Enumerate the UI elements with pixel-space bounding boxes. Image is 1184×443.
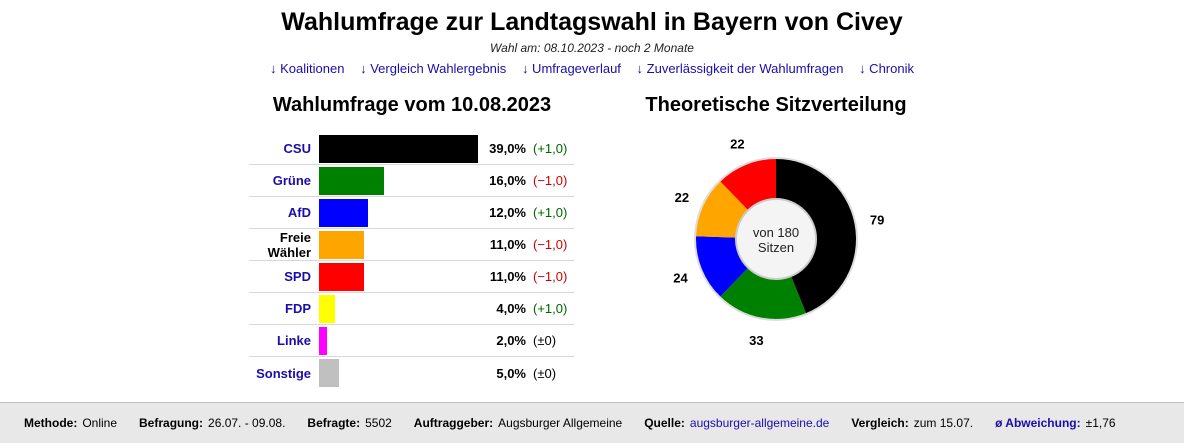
poll-bar [319, 263, 364, 291]
party-name[interactable]: Linke [277, 333, 311, 348]
befragung-value: 26.07. - 09.08. [208, 416, 286, 430]
poll-row-freie-waehler: Freie Wähler 11,0% (−1,0) [249, 229, 574, 261]
poll-row-linke: Linke 2,0% (±0) [249, 325, 574, 357]
befragte-label: Befragte: [307, 416, 361, 430]
footer-befragung: Befragung: 26.07. - 09.08. [139, 416, 285, 430]
poll-bar [319, 199, 368, 227]
poll-bar-chart: CSU 39,0% (+1,0) Grüne 16,0% (−1,0) AfD 12,0% (+… [249, 133, 574, 389]
party-name[interactable]: AfD [287, 205, 311, 220]
seat-slice-1 [720, 267, 806, 319]
quelle-label: Quelle: [644, 416, 685, 430]
poll-change: (+1,0) [533, 141, 568, 156]
poll-row-afd: AfD 12,0% (+1,0) [249, 197, 574, 229]
footer-befragte: Befragte: 5502 [307, 416, 391, 430]
methode-value: Online [82, 416, 118, 430]
poll-change: (±0) [533, 365, 557, 381]
poll-bar [319, 295, 336, 323]
befragte-value: 5502 [365, 416, 392, 430]
nav-link-chronik[interactable]: ↓ Chronik [859, 61, 914, 76]
donut-center-label-1: Sitzen [758, 240, 794, 255]
footer-abweichung: ø Abweichung: ±1,76 [995, 416, 1116, 430]
footer-auftraggeber: Auftraggeber: Augsburger Allgemeine [414, 416, 622, 430]
party-name: Freie Wähler [267, 229, 311, 260]
donut-center-label-0: von 180 [753, 225, 799, 240]
poll-value: 12,0% [489, 205, 526, 220]
party-name[interactable]: SPD [284, 269, 311, 284]
party-name[interactable]: Grüne [272, 173, 311, 188]
poll-bar [319, 359, 340, 387]
befragung-label: Befragung: [139, 416, 204, 430]
footer-quelle: Quelle: augsburger-allgemeine.de [644, 416, 829, 430]
nav-link-koalitionen[interactable]: ↓ Koalitionen [270, 61, 345, 76]
poll-change: (−1,0) [533, 173, 568, 188]
donut-outer-border [694, 157, 858, 321]
election-date-subtitle: Wahl am: 08.10.2023 - noch 2 Monate [490, 41, 694, 55]
quelle-link[interactable]: augsburger-allgemeine.de [689, 416, 830, 430]
auftraggeber-value: Augsburger Allgemeine [498, 416, 623, 430]
vergleich-value: zum 15.07. [913, 416, 974, 430]
seat-slice-4 [720, 159, 776, 211]
abweichung-value: ±1,76 [1085, 416, 1116, 430]
poll-change: (−1,0) [533, 237, 568, 252]
poll-bar [319, 231, 364, 259]
section-nav: ↓ Koalitionen ↓ Vergleich Wahlergebnis ↓… [0, 61, 1184, 76]
party-name[interactable]: FDP [285, 301, 311, 316]
poll-change: (+1,0) [533, 301, 568, 316]
party-name[interactable]: CSU [283, 141, 311, 156]
seat-slice-2 [696, 236, 749, 297]
poll-value: 39,0% [489, 141, 526, 156]
seat-label-4: 22 [730, 137, 744, 152]
poll-value: 2,0% [496, 333, 526, 348]
footer-vergleich: Vergleich: zum 15.07. [851, 416, 973, 430]
poll-row-csu: CSU 39,0% (+1,0) [249, 133, 574, 165]
poll-change: (−1,0) [533, 269, 568, 284]
nav-link-vergleich[interactable]: ↓ Vergleich Wahlergebnis [360, 61, 507, 76]
nav-link-zuverlaessigkeit[interactable]: ↓ Zuverlässigkeit der Wahlumfragen [636, 61, 844, 76]
poll-info-footer: Methode: Online Befragung: 26.07. - 09.08.… [0, 402, 1184, 443]
donut-center [735, 198, 817, 280]
poll-row-spd: SPD 11,0% (−1,0) [249, 261, 574, 293]
poll-bar [319, 167, 385, 195]
poll-change: (+1,0) [533, 205, 568, 220]
poll-row-fdp: FDP 4,0% (+1,0) [249, 293, 574, 325]
seat-chart-title: Theoretische Sitzverteilung [645, 94, 907, 116]
party-name[interactable]: Sonstige [256, 365, 311, 381]
nav-link-umfrageverlauf[interactable]: ↓ Umfrageverlauf [521, 61, 621, 76]
poll-change: (±0) [533, 333, 557, 348]
poll-value: 11,0% [489, 269, 526, 284]
poll-value: 16,0% [489, 173, 526, 188]
abweichung-label[interactable]: ø Abweichung: [995, 416, 1081, 430]
poll-value: 5,0% [496, 365, 526, 381]
page-title: Wahlumfrage zur Landtagswahl in Bayern v… [281, 8, 903, 36]
methode-label: Methode: [24, 416, 78, 430]
footer-methode: Methode: Online [24, 416, 117, 430]
seat-label-1: 33 [749, 333, 763, 348]
poll-bar [319, 135, 478, 163]
vergleich-label: Vergleich: [851, 416, 909, 430]
poll-bar [319, 327, 328, 355]
seat-label-2: 24 [673, 271, 688, 286]
poll-row-sonstige: Sonstige 5,0% (±0) [249, 357, 574, 389]
seat-label-0: 79 [870, 212, 884, 227]
poll-row-gruene: Grüne 16,0% (−1,0) [249, 165, 574, 197]
auftraggeber-label: Auftraggeber: [413, 416, 494, 430]
seat-label-3: 22 [675, 190, 689, 205]
poll-value: 4,0% [496, 301, 526, 316]
poll-value: 11,0% [489, 237, 526, 252]
seat-slice-3 [696, 181, 749, 238]
poll-chart-title: Wahlumfrage vom 10.08.2023 [272, 94, 552, 116]
